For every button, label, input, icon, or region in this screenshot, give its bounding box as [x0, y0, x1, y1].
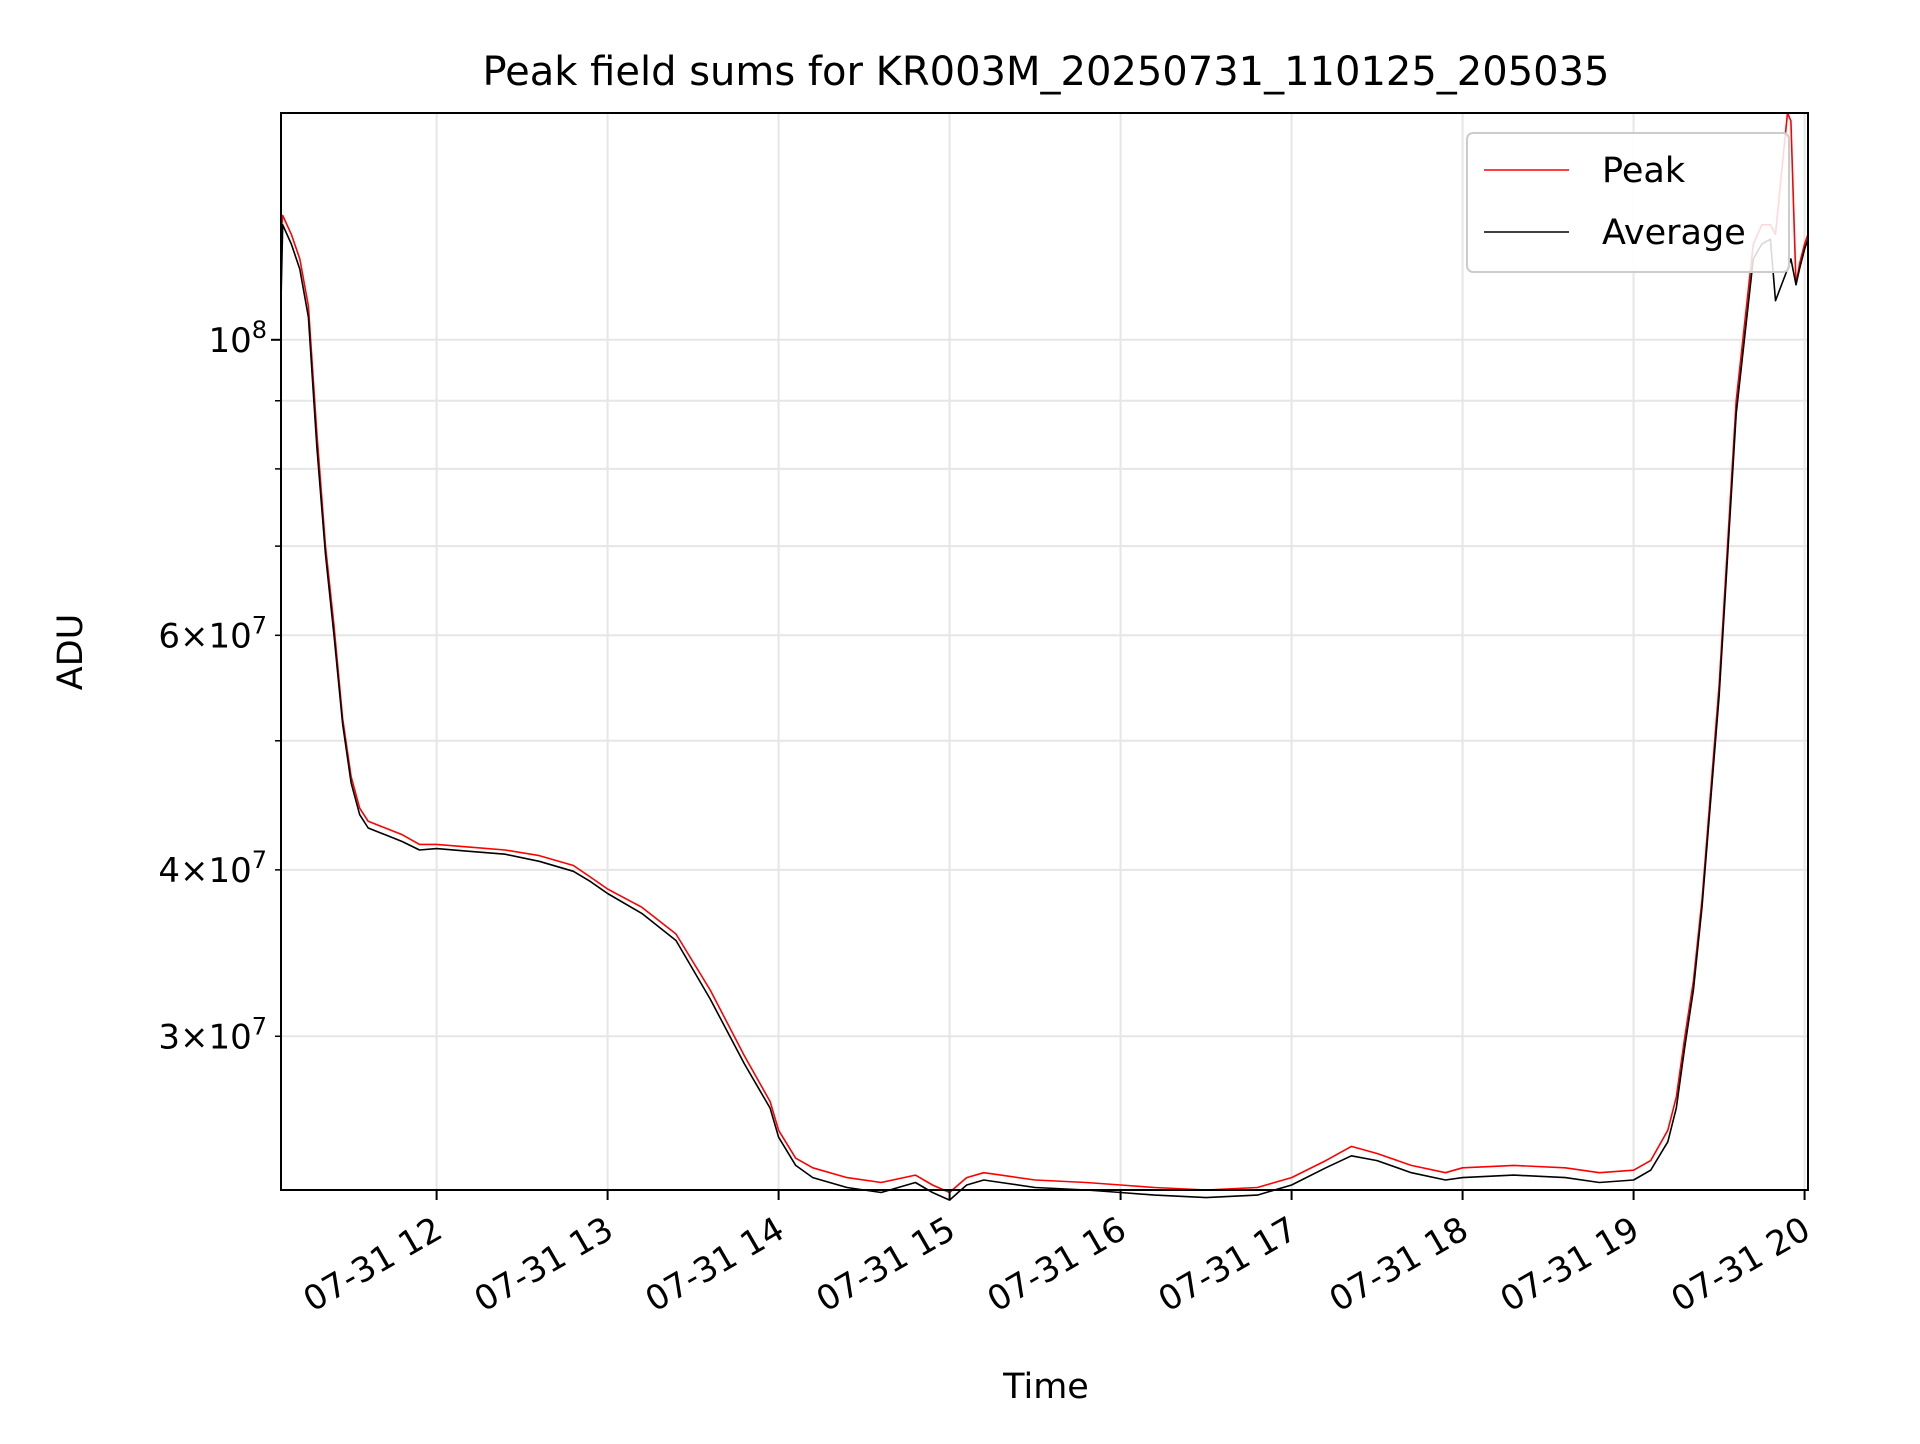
legend-label-peak: Peak	[1602, 151, 1686, 191]
legend-label-average: Average	[1602, 213, 1746, 253]
plot-frame	[280, 112, 1809, 1191]
legend-box	[1466, 132, 1790, 273]
series-line-average	[280, 224, 1809, 1201]
y-tick-label: 6×107	[158, 611, 267, 656]
legend: Peak Average	[1466, 132, 1790, 273]
series-layer	[280, 112, 1809, 1201]
series-line-peak	[280, 112, 1809, 1194]
y-axis-label: ADU	[51, 614, 91, 691]
y-tick-label: 4×107	[158, 846, 267, 891]
x-axis-label: Time	[1002, 1367, 1089, 1407]
y-tick-label: 3×107	[158, 1012, 267, 1057]
chart-title: Peak field sums for KR003M_20250731_1101…	[482, 49, 1609, 95]
grid-layer	[281, 113, 1808, 1190]
y-tick-label: 108	[208, 316, 267, 361]
